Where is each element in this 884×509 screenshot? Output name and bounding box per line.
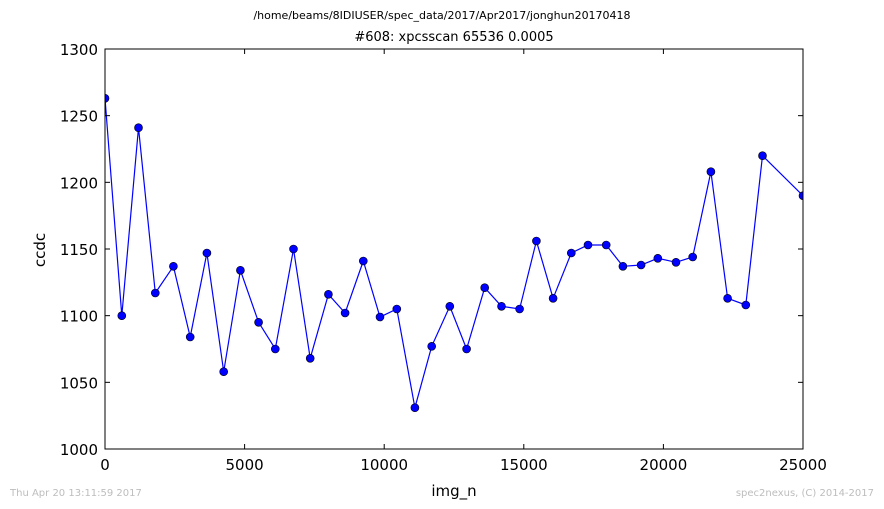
series-line: [105, 98, 803, 408]
data-point: [305, 353, 315, 363]
data-point: [601, 240, 611, 250]
y-tick-label: 1050: [60, 374, 98, 392]
chart-title: #608: xpcsscan 65536 0.0005: [354, 30, 554, 45]
data-point: [117, 311, 127, 321]
footer-credit: spec2nexus, (C) 2014-2017: [735, 488, 874, 499]
series-layer: [105, 94, 803, 413]
data-point: [169, 261, 178, 271]
data-point: [671, 257, 681, 267]
data-point: [515, 304, 524, 314]
y-tick-label: 1200: [60, 174, 98, 192]
data-point: [289, 244, 298, 254]
y-tick-label: 1250: [60, 108, 98, 126]
y-tick-label: 1150: [60, 241, 98, 259]
x-axis-label: img_n: [431, 482, 476, 501]
data-point: [688, 252, 698, 262]
figure-suptitle: /home/beams/8IDIUSER/spec_data/2017/Apr2…: [253, 9, 631, 22]
plot-frame: [104, 48, 804, 450]
y-tick-label: 1000: [60, 441, 98, 459]
data-point: [548, 293, 558, 303]
data-point: [151, 288, 160, 298]
data-point: [583, 240, 593, 250]
footer-timestamp: Thu Apr 20 13:11:59 2017: [10, 488, 142, 499]
y-tick-label: 1300: [60, 41, 98, 59]
y-tick-label: 1100: [60, 308, 98, 326]
data-point: [480, 283, 490, 293]
data-point: [270, 344, 280, 354]
data-point: [254, 317, 263, 327]
x-tick-label: 0: [100, 456, 110, 474]
data-point: [134, 123, 143, 132]
data-point: [236, 265, 245, 275]
data-point: [105, 94, 110, 103]
data-point: [497, 301, 506, 311]
data-point: [445, 301, 455, 311]
data-point: [427, 341, 437, 351]
data-point: [392, 304, 402, 314]
data-point: [340, 308, 350, 318]
data-point: [723, 293, 732, 303]
x-tick-label: 5000: [226, 456, 264, 474]
data-point: [410, 403, 420, 413]
axes-layer: 0 5000 10000 15000 20000 25000 1000 1050 1100 115…: [60, 41, 827, 474]
data-point: [706, 167, 716, 176]
x-tick-label: 20000: [640, 456, 688, 474]
data-point: [758, 151, 767, 160]
data-point: [532, 236, 541, 246]
data-point: [462, 344, 471, 354]
data-point: [202, 248, 212, 258]
x-tick-label: 25000: [779, 456, 827, 474]
data-point: [636, 260, 646, 270]
data-point: [741, 300, 751, 310]
series-0: [105, 94, 803, 413]
data-point: [375, 312, 385, 322]
data-point: [219, 367, 228, 377]
x-tick-label: 15000: [500, 456, 548, 474]
data-point: [185, 332, 195, 342]
data-point: [653, 253, 663, 263]
data-point: [358, 256, 368, 266]
data-point: [324, 289, 333, 299]
y-axis-label: ccdc: [31, 233, 49, 267]
data-point: [618, 261, 628, 271]
data-point: [798, 191, 803, 200]
x-tick-label: 10000: [360, 456, 408, 474]
data-point: [566, 248, 576, 258]
